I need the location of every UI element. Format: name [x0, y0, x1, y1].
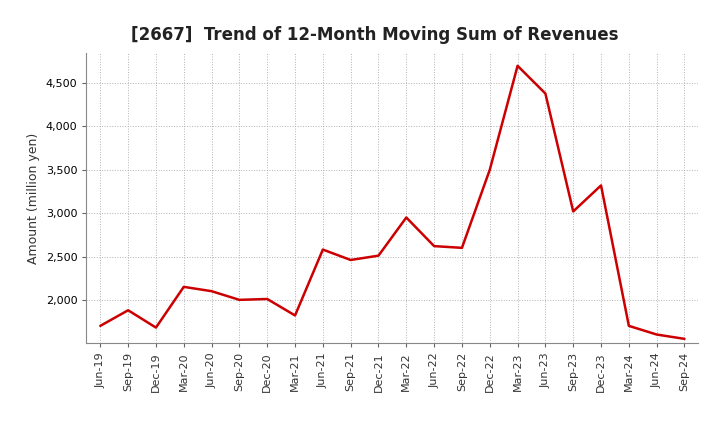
- Text: [2667]  Trend of 12-Month Moving Sum of Revenues: [2667] Trend of 12-Month Moving Sum of R…: [130, 26, 618, 44]
- Y-axis label: Amount (million yen): Amount (million yen): [27, 132, 40, 264]
